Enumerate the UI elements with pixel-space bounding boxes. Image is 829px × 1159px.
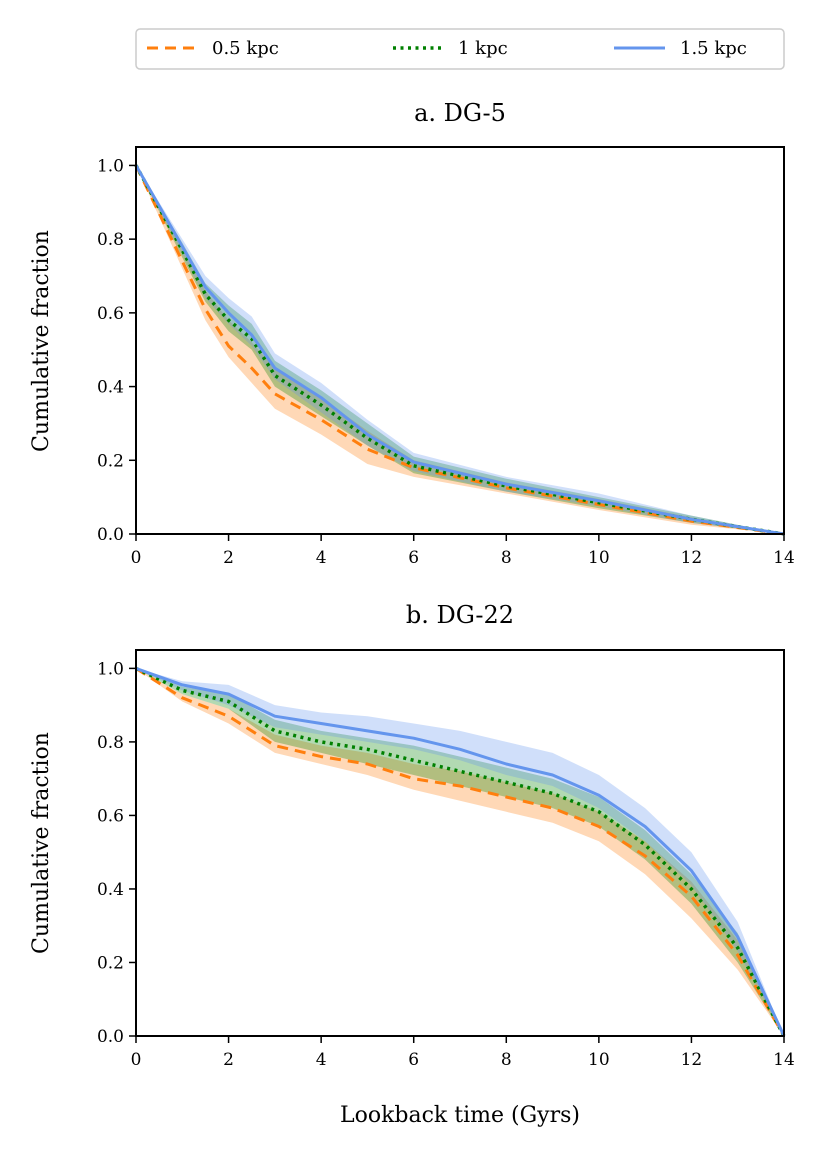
- panel-b-series-2: [135, 666, 786, 1037]
- panel-b-xtick-label-4: 8: [501, 1050, 512, 1070]
- panel-b-x-ticks: 0 2 4 6 8 10 12 14: [131, 1036, 795, 1070]
- panel-a-xtick-label-6: 12: [681, 548, 703, 568]
- panel-b-band-2: [136, 668, 784, 1036]
- panel-a-band-2: [136, 165, 784, 534]
- panel-b-ytick-label-5: 1.0: [97, 659, 124, 679]
- panel-b-y-ticks: 0.0 0.2 0.4 0.6 0.8 1.0: [97, 659, 136, 1047]
- panel-a: a. DG-5 0 2 4 6 8 10 12 14 0.0 0.2 0.4 0.6 0.8 1.0 C…: [29, 99, 795, 568]
- panel-b-ylabel: Cumulative fraction: [29, 732, 54, 954]
- panel-b-series-0: [135, 667, 786, 1037]
- panel-b-frame: [135, 649, 785, 1037]
- panel-a-y-ticks: 0.0 0.2 0.4 0.6 0.8 1.0: [97, 156, 136, 545]
- panel-a-series-1: [134, 164, 785, 536]
- panel-b-xtick-label-7: 14: [773, 1050, 795, 1070]
- panel-a-x-ticks: 0 2 4 6 8 10 12 14: [131, 534, 795, 568]
- panel-b-ytick-label-1: 0.2: [97, 953, 124, 973]
- panel-a-lines: [134, 164, 785, 536]
- panel-a-ytick-label-2: 0.4: [97, 378, 124, 398]
- panel-b-xtick-label-0: 0: [131, 1050, 142, 1070]
- panel-a-ytick-label-1: 0.2: [97, 451, 124, 471]
- panel-a-xtick-label-0: 0: [131, 548, 142, 568]
- legend-entry-0: 0.5 kpc: [147, 38, 279, 59]
- panel-a-xtick-label-7: 14: [773, 548, 795, 568]
- panel-a-series-2: [134, 164, 785, 536]
- panel-b-series-1: [135, 666, 786, 1037]
- panel-b-ytick-label-2: 0.4: [97, 880, 124, 900]
- panel-b-xtick-label-6: 12: [681, 1050, 703, 1070]
- panel-a-ytick-label-3: 0.6: [97, 304, 124, 324]
- legend-entry-2: 1.5 kpc: [614, 38, 747, 59]
- panel-b-xtick-label-1: 2: [223, 1050, 234, 1070]
- panel-b-lines: [135, 666, 786, 1037]
- panel-b-ytick-label-3: 0.6: [97, 806, 124, 826]
- panel-b-ytick-label-0: 0.0: [97, 1027, 124, 1047]
- legend-label-2: 1.5 kpc: [680, 38, 747, 59]
- legend: 0.5 kpc 1 kpc 1.5 kpc: [135, 28, 785, 70]
- legend-entry-1: 1 kpc: [393, 38, 508, 59]
- panel-b-xlabel: Lookback time (Gyrs): [340, 1103, 580, 1128]
- panel-b-xtick-label-3: 6: [408, 1050, 419, 1070]
- panel-a-bands: [136, 165, 784, 534]
- panel-a-ytick-label-4: 0.8: [97, 230, 124, 250]
- panel-b: b. DG-22 0 2 4 6 8 10 12 14 0.00.20.40.60.81.0 …: [29, 601, 795, 1128]
- panel-a-frame: [135, 146, 785, 535]
- panel-a-xtick-label-4: 8: [501, 548, 512, 568]
- panel-a-series-0: [134, 164, 785, 536]
- panel-a-xtick-label-1: 2: [223, 548, 234, 568]
- panel-a-title: a. DG-5: [414, 99, 506, 127]
- legend-label-1: 1 kpc: [458, 38, 508, 59]
- panel-b-xtick-label-5: 10: [588, 1050, 610, 1070]
- panel-b-title: b. DG-22: [406, 601, 514, 629]
- legend-label-0: 0.5 kpc: [212, 38, 279, 59]
- panel-a-band-1: [136, 165, 784, 534]
- legend-frame: [135, 28, 785, 70]
- panel-a-ytick-label-0: 0.0: [97, 525, 124, 545]
- panel-a-ylabel: Cumulative fraction: [29, 230, 54, 452]
- panel-b-ytick-label-4: 0.8: [97, 733, 124, 753]
- panel-a-xtick-label-5: 10: [588, 548, 610, 568]
- panel-a-ytick-label-5: 1.0: [97, 156, 124, 176]
- panel-a-xtick-label-3: 6: [408, 548, 419, 568]
- panel-b-xtick-label-2: 4: [316, 1050, 327, 1070]
- panel-b-bands: [136, 668, 784, 1036]
- panel-a-xtick-label-2: 4: [316, 548, 327, 568]
